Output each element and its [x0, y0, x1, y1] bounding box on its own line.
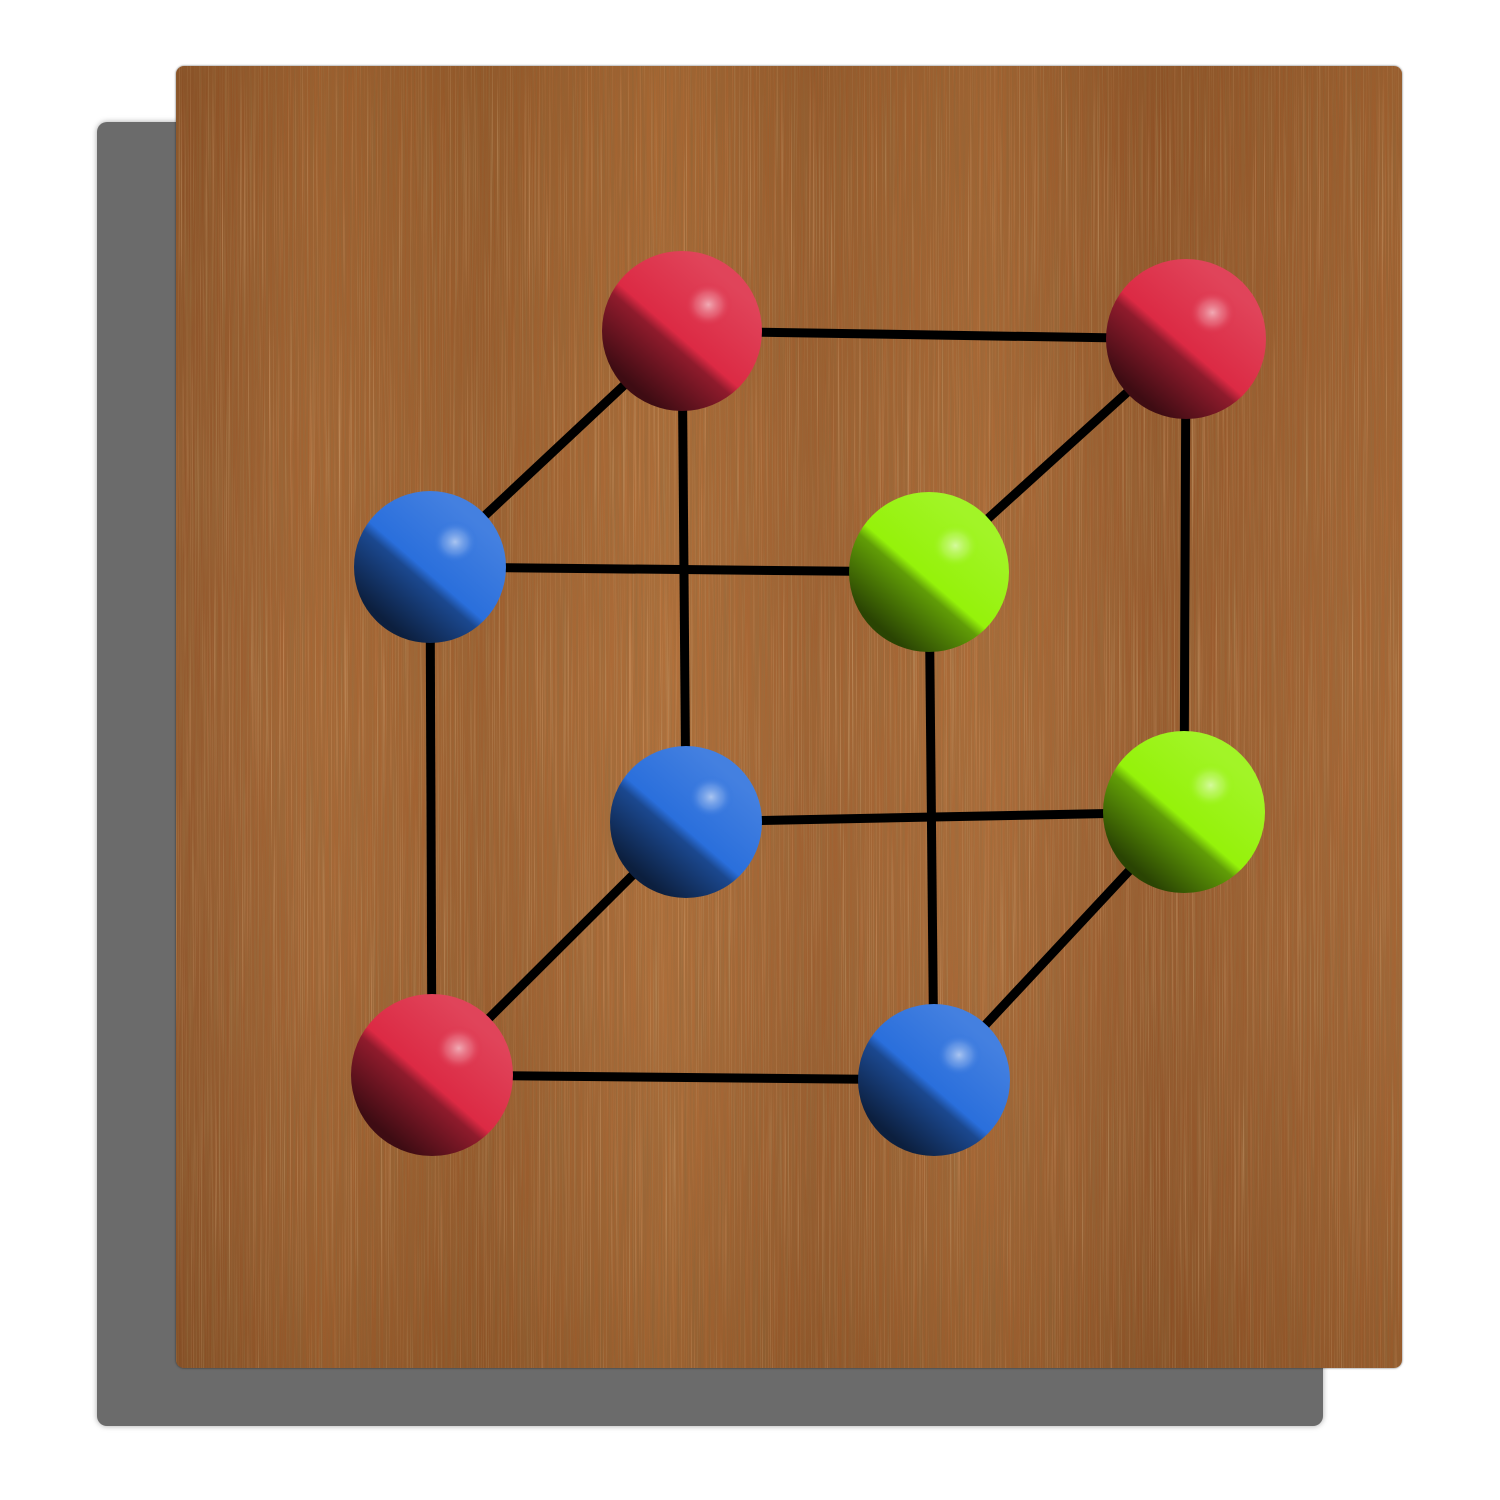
ball-front-bottom-right-blue[interactable]: [858, 1004, 1010, 1156]
ball-highlight: [1186, 763, 1235, 808]
ball-back-top-right-red[interactable]: [1106, 259, 1266, 419]
cube-nodes: [351, 251, 1266, 1156]
ball-back-bottom-right-green[interactable]: [1103, 731, 1265, 893]
ball-back-top-left-red[interactable]: [602, 251, 762, 411]
ball-front-top-left-blue[interactable]: [354, 491, 506, 643]
cube-edges: [430, 331, 1186, 1080]
ball-highlight: [688, 776, 734, 819]
ball-front-top-right-green[interactable]: [849, 492, 1009, 652]
ball-back-bottom-left-blue[interactable]: [610, 746, 762, 898]
ball-highlight: [1188, 290, 1236, 335]
ball-highlight: [434, 1026, 483, 1071]
ball-highlight: [936, 1034, 982, 1077]
ball-highlight: [432, 521, 478, 564]
ball-front-bottom-left-red[interactable]: [351, 994, 513, 1156]
ball-highlight: [684, 282, 732, 327]
ball-highlight: [931, 523, 979, 568]
